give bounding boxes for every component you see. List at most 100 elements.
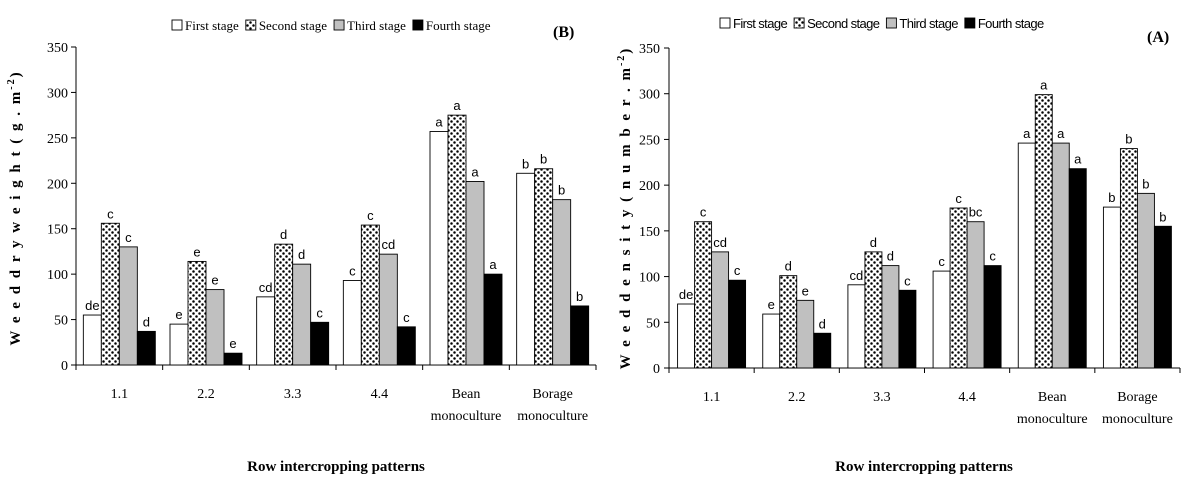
significance-letter: e bbox=[175, 307, 182, 322]
bar-first-stage-4-4 bbox=[932, 270, 951, 369]
x-tick-label: Borage bbox=[532, 387, 572, 402]
significance-letter: b bbox=[540, 152, 547, 167]
significance-letter: a bbox=[471, 164, 479, 179]
bar-second-stage-bean-monoculture bbox=[447, 114, 467, 366]
y-axis-title-main: W e e d d r y w e i g h t ( g . m bbox=[8, 90, 24, 346]
y-tick-label: 150 bbox=[47, 223, 68, 238]
bar-third-stage-borage-monoculture bbox=[552, 199, 572, 366]
significance-letter: b bbox=[1159, 209, 1166, 224]
y-tick-label: 250 bbox=[47, 132, 68, 147]
bar-third-stage-borage-monoculture bbox=[1136, 192, 1155, 369]
significance-letter: cd bbox=[259, 280, 273, 295]
bar-third-stage-1-1 bbox=[118, 246, 138, 366]
y-tick-label: 50 bbox=[54, 314, 68, 329]
legend: First stage Second stage Third stage Fourth… bbox=[171, 18, 491, 33]
legend-label: Fourth stage bbox=[978, 16, 1044, 31]
legend-label: Second stage bbox=[807, 16, 880, 31]
bar-third-stage-4-4 bbox=[966, 221, 985, 369]
significance-letter: c bbox=[734, 263, 741, 278]
bar-fourth-stage-1-1 bbox=[136, 330, 156, 366]
legend-label: Fourth stage bbox=[426, 18, 491, 33]
bar-first-stage-2-2 bbox=[169, 323, 189, 366]
significance-letter: c bbox=[955, 191, 962, 206]
significance-letter: e bbox=[193, 244, 200, 259]
bar-second-stage-4-4 bbox=[949, 207, 968, 369]
significance-letter: c bbox=[700, 205, 707, 220]
bar-fourth-stage-3-3 bbox=[310, 321, 330, 366]
bar-first-stage-bean-monoculture bbox=[1017, 142, 1036, 369]
bar-fourth-stage-1-1 bbox=[728, 279, 747, 369]
significance-letter: a bbox=[1074, 152, 1082, 167]
legend-swatch-fourth-stage bbox=[412, 19, 424, 31]
legend-swatch-fourth-stage bbox=[964, 17, 976, 29]
significance-letter: de bbox=[85, 298, 99, 313]
legend-label: Third stage bbox=[347, 18, 406, 33]
x-tick-label: monoculture bbox=[517, 409, 588, 424]
significance-letter: cd bbox=[713, 235, 727, 250]
bar-fourth-stage-4-4 bbox=[983, 265, 1002, 369]
significance-letter: c bbox=[107, 206, 114, 221]
bar-third-stage-3-3 bbox=[881, 265, 900, 369]
significance-letter: e bbox=[211, 273, 218, 288]
y-tick-label: 100 bbox=[639, 271, 660, 286]
bar-third-stage-bean-monoculture bbox=[1051, 142, 1070, 369]
y-axis-title: W e e d d r y w e i g h t ( g . m-2) bbox=[6, 70, 24, 345]
significance-letter: d bbox=[785, 259, 792, 274]
significance-letter: a bbox=[1040, 78, 1048, 93]
legend-swatch-third-stage bbox=[885, 17, 897, 29]
significance-letter: a bbox=[1057, 126, 1065, 141]
x-axis-title: Row intercropping patterns bbox=[835, 459, 1013, 475]
significance-letter: c bbox=[938, 254, 945, 269]
y-axis-title-main: W e e d d e n s i t y ( n u m b e r . m bbox=[618, 66, 634, 369]
y-tick-label: 0 bbox=[653, 362, 660, 377]
significance-letter: bc bbox=[969, 205, 983, 220]
legend-swatch-second-stage bbox=[245, 19, 257, 31]
bar-fourth-stage-4-4 bbox=[396, 326, 416, 366]
bar-first-stage-2-2 bbox=[762, 313, 781, 369]
panel-label: (A) bbox=[1147, 29, 1169, 46]
y-axis-title: W e e d d e n s i t y ( n u m b e r . m-… bbox=[616, 47, 634, 370]
significance-letter: d bbox=[870, 235, 877, 250]
bar-first-stage-bean-monoculture bbox=[429, 131, 449, 366]
bar-fourth-stage-borage-monoculture bbox=[570, 305, 590, 366]
significance-letter: de bbox=[679, 287, 693, 302]
significance-letter: c bbox=[316, 305, 323, 320]
significance-letter: c bbox=[904, 273, 911, 288]
chart-panel-b: 050100150200250300350deccd1.1eeee2.2cddd… bbox=[6, 18, 597, 475]
significance-letter: a bbox=[1023, 126, 1031, 141]
significance-letter: d bbox=[143, 314, 150, 329]
bar-second-stage-3-3 bbox=[274, 243, 294, 366]
bar-third-stage-bean-monoculture bbox=[465, 181, 485, 366]
bar-second-stage-3-3 bbox=[864, 251, 883, 369]
significance-letter: cd bbox=[381, 237, 395, 252]
legend-swatch-third-stage bbox=[333, 19, 345, 31]
significance-letter: a bbox=[489, 257, 497, 272]
significance-letter: c bbox=[367, 208, 374, 223]
bar-third-stage-2-2 bbox=[796, 299, 815, 369]
legend-swatch-second-stage bbox=[793, 17, 805, 29]
significance-letter: cd bbox=[850, 268, 864, 283]
x-tick-label: monoculture bbox=[431, 409, 502, 424]
x-tick-label: Bean bbox=[1038, 390, 1067, 405]
y-tick-label: 300 bbox=[47, 86, 68, 101]
y-tick-label: 50 bbox=[646, 316, 660, 331]
x-tick-label: 2.2 bbox=[197, 387, 215, 402]
legend-label: Second stage bbox=[259, 18, 327, 33]
x-tick-label: 1.1 bbox=[703, 390, 721, 405]
x-tick-label: 4.4 bbox=[371, 387, 389, 402]
bar-first-stage-1-1 bbox=[82, 314, 102, 366]
y-tick-label: 350 bbox=[639, 42, 660, 57]
bar-second-stage-borage-monoculture bbox=[1119, 148, 1138, 369]
bar-fourth-stage-bean-monoculture bbox=[1068, 168, 1087, 369]
x-tick-label: 3.3 bbox=[873, 390, 891, 405]
bar-fourth-stage-bean-monoculture bbox=[483, 273, 503, 366]
x-tick-label: monoculture bbox=[1102, 412, 1173, 427]
bar-first-stage-3-3 bbox=[847, 284, 866, 369]
y-tick-label: 350 bbox=[47, 41, 68, 56]
significance-letter: b bbox=[1125, 132, 1132, 147]
legend-swatch-first-stage bbox=[719, 17, 731, 29]
y-tick-label: 300 bbox=[639, 88, 660, 103]
bar-fourth-stage-borage-monoculture bbox=[1153, 225, 1172, 369]
bar-fourth-stage-2-2 bbox=[223, 352, 243, 366]
